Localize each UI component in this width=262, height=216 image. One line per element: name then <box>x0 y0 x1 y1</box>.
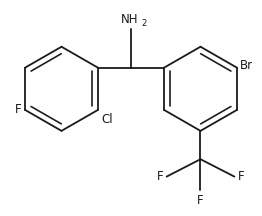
Text: 2: 2 <box>141 19 146 27</box>
Text: F: F <box>15 103 22 116</box>
Text: F: F <box>157 170 163 183</box>
Text: Cl: Cl <box>101 113 113 126</box>
Text: F: F <box>197 194 204 207</box>
Text: Br: Br <box>240 59 253 72</box>
Text: NH: NH <box>121 13 138 26</box>
Text: F: F <box>238 170 244 183</box>
